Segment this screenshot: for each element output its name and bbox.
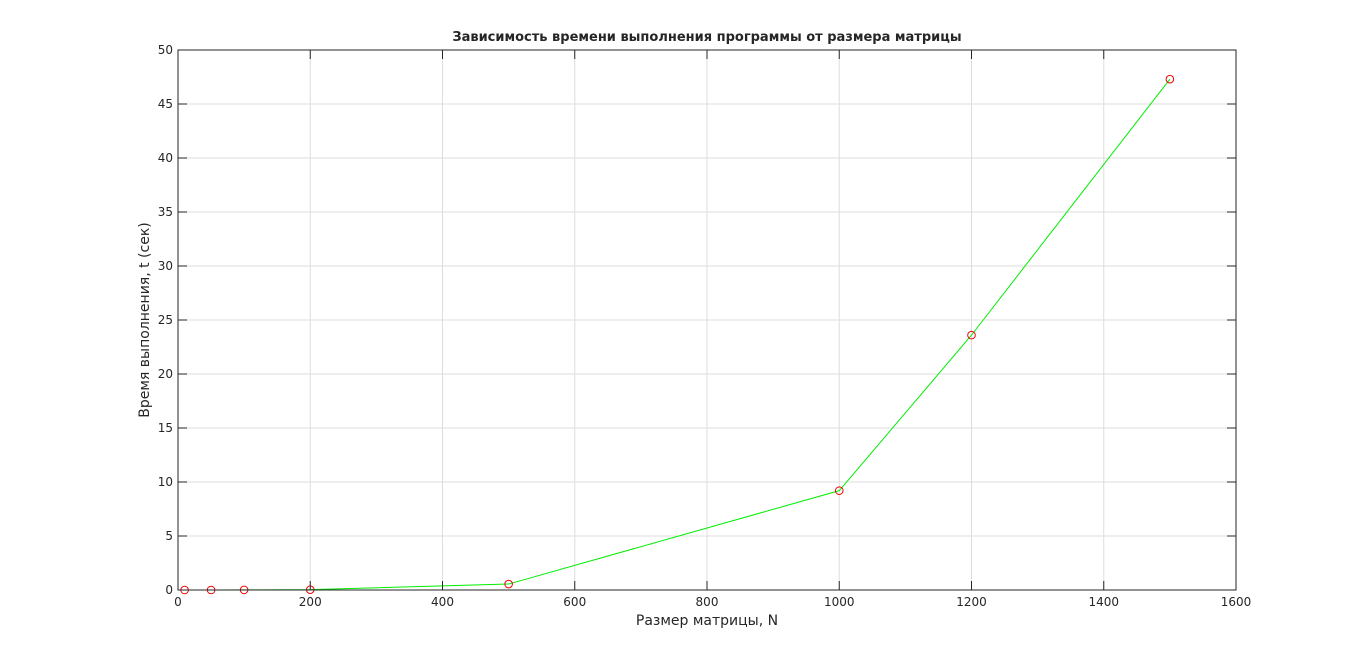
- x-tick-label: 0: [174, 595, 182, 609]
- y-tick-label: 20: [158, 367, 173, 381]
- y-tick-label: 30: [158, 259, 173, 273]
- data-point-marker: [504, 579, 513, 589]
- x-tick-label: 600: [563, 595, 586, 609]
- x-tick-label: 400: [431, 595, 454, 609]
- x-tick-labels: 0 200 400 600 800 1000 1200 1400 1600: [174, 595, 1251, 609]
- x-tick-label: 1400: [1088, 595, 1119, 609]
- x-tick-label: 1000: [824, 595, 855, 609]
- y-tick-label: 45: [158, 97, 173, 111]
- y-tick-label: 40: [158, 151, 173, 165]
- y-tick-label: 5: [165, 529, 173, 543]
- data-point-marker: [967, 330, 976, 340]
- x-axis-label: Размер матрицы, N: [636, 613, 778, 629]
- y-tick-label: 10: [158, 475, 173, 489]
- y-tick-label: 50: [158, 43, 173, 57]
- chart-title: Зависимость времени выполнения программы…: [452, 30, 961, 45]
- ticks: [177, 49, 1237, 591]
- y-tick-label: 0: [165, 583, 173, 597]
- x-tick-label: 1200: [956, 595, 987, 609]
- x-tick-label: 1600: [1221, 595, 1252, 609]
- x-tick-label: 200: [299, 595, 322, 609]
- y-tick-label: 25: [158, 313, 173, 327]
- y-axis-label: Время выполнения, t (сек): [137, 222, 153, 417]
- grid: [177, 49, 1237, 591]
- y-tick-label: 35: [158, 205, 173, 219]
- y-tick-labels: 0 5 10 15 20 25 30 35 40 45 50: [158, 43, 173, 597]
- data-point-marker: [834, 486, 844, 495]
- data-point-marker: [1165, 74, 1175, 84]
- y-tick-label: 15: [158, 421, 173, 435]
- x-tick-label: 800: [696, 595, 719, 609]
